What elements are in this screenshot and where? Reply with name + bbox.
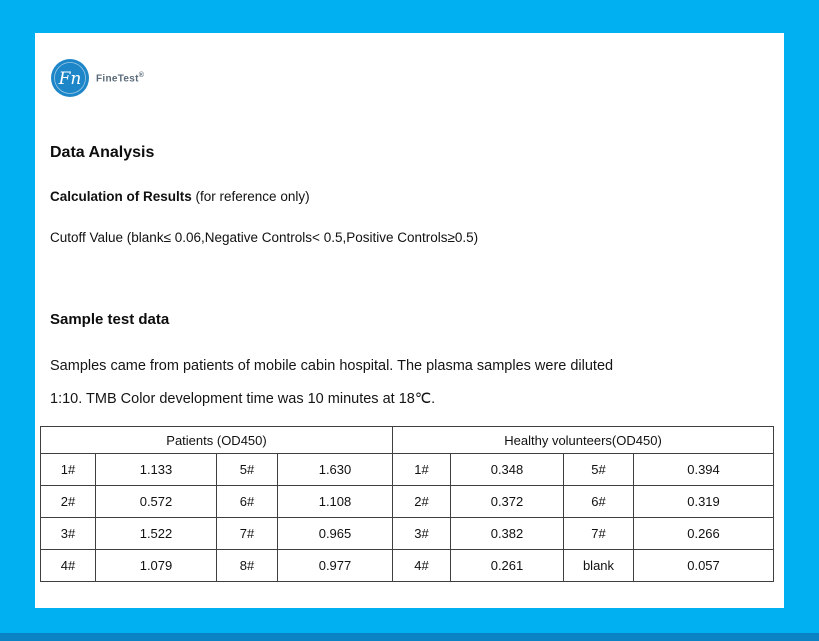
brand-text: FineTest (96, 73, 139, 85)
table-group-header-healthy: Healthy volunteers(OD450) (391, 426, 775, 454)
sample-test-data-heading: Sample test data (50, 311, 170, 328)
finetest-logo-icon: Fn (50, 58, 90, 98)
page-title: Data Analysis (50, 144, 155, 161)
sample-description-line2: 1:10. TMB Color development time was 10 … (50, 391, 436, 407)
table-cell: 1.630 (277, 453, 393, 486)
table-cell: blank (563, 549, 634, 582)
table-cell: 0.057 (632, 549, 775, 582)
table-cell: 0.977 (277, 549, 393, 582)
table-cell: 7# (216, 517, 278, 550)
table-cell: 0.266 (632, 517, 775, 550)
table-cell: 6# (563, 485, 634, 518)
table-cell: 4# (392, 549, 451, 582)
table-cell: 5# (216, 453, 278, 486)
cutoff-value-line: Cutoff Value (blank≤ 0.06,Negative Contr… (50, 230, 479, 245)
table-cell: 0.319 (632, 485, 775, 518)
table-cell: 1# (392, 453, 451, 486)
table-cell: 1.079 (95, 549, 217, 582)
registered-mark: ® (138, 71, 145, 79)
bottom-border-strip (0, 633, 819, 641)
table-row: 4# 1.079 8# 0.977 4# 0.261 blank 0.057 (40, 549, 775, 582)
table-cell: 0.348 (450, 453, 564, 486)
table-group-header-patients: Patients (OD450) (40, 426, 393, 454)
sample-data-table: Patients (OD450) Healthy volunteers(OD45… (40, 426, 775, 582)
table-group-header-row: Patients (OD450) Healthy volunteers(OD45… (40, 426, 775, 454)
table-row: 1# 1.133 5# 1.630 1# 0.348 5# 0.394 (40, 453, 775, 486)
table-row: 2# 0.572 6# 1.108 2# 0.372 6# 0.319 (40, 485, 775, 518)
table-cell: 1.133 (95, 453, 217, 486)
table-cell: 1.522 (95, 517, 217, 550)
brand-name: FineTest® (96, 72, 144, 84)
table-cell: 0.572 (95, 485, 217, 518)
sample-description: Samples came from patients of mobile cab… (50, 350, 769, 416)
table-cell: 6# (216, 485, 278, 518)
table-cell: 1# (40, 453, 96, 486)
table-cell: 4# (40, 549, 96, 582)
table-cell: 0.261 (450, 549, 564, 582)
table-cell: 3# (40, 517, 96, 550)
table-cell: 3# (392, 517, 451, 550)
logo-block: Fn FineTest® (35, 33, 784, 98)
sample-description-line1: Samples came from patients of mobile cab… (50, 358, 614, 374)
table-cell: 2# (40, 485, 96, 518)
table-cell: 0.382 (450, 517, 564, 550)
logo-monogram: Fn (58, 69, 82, 89)
table-cell: 8# (216, 549, 278, 582)
table-cell: 5# (563, 453, 634, 486)
table-cell: 2# (392, 485, 451, 518)
calculation-of-results-line: Calculation of Results (for reference on… (50, 189, 784, 204)
calculation-of-results-label: Calculation of Results (50, 189, 192, 204)
table-cell: 0.965 (277, 517, 393, 550)
table-cell: 7# (563, 517, 634, 550)
table-cell: 0.394 (632, 453, 775, 486)
table-cell: 0.372 (450, 485, 564, 518)
table-row: 3# 1.522 7# 0.965 3# 0.382 7# 0.266 (40, 517, 775, 550)
calculation-of-results-note: (for reference only) (191, 189, 310, 204)
table-cell: 1.108 (277, 485, 393, 518)
document-page: Fn FineTest® Data Analysis Calculation o… (35, 33, 784, 608)
